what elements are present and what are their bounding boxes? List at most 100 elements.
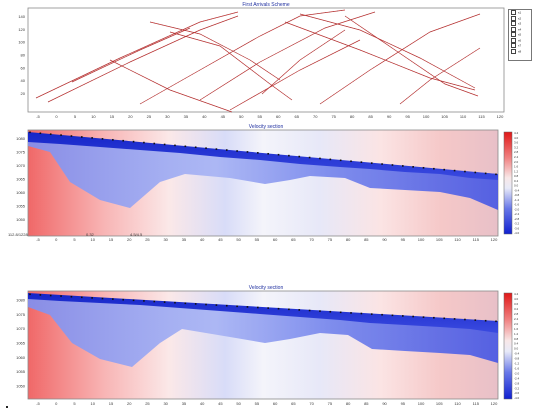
x-tick-label: 90 (382, 401, 387, 406)
station-marker (101, 138, 104, 140)
colorbar-labels: 4.44.03.63.22.82.42.01.61.20.80.40.0-0.4… (514, 131, 520, 235)
x-tick-label: 85 (364, 237, 369, 242)
x-tick-label: 20 (127, 401, 132, 406)
colorbar-label: 0.8 (514, 337, 519, 341)
x-tick-label: 55 (255, 237, 260, 242)
travel-time-picks (229, 39, 361, 111)
legend-item[interactable]: s7 (509, 43, 531, 49)
station-marker (132, 299, 135, 302)
travel-time-picks (35, 11, 239, 99)
x-tick-label: 75 (328, 237, 333, 242)
colorbar-labels: 4.44.03.63.22.82.42.01.61.20.80.40.0-0.4… (514, 292, 520, 400)
station-marker (339, 159, 342, 162)
x-tick-label: 70 (309, 237, 314, 242)
legend-item[interactable]: s4 (509, 26, 531, 33)
station-marker (225, 149, 228, 151)
y-tick-label: 1050 (16, 217, 26, 222)
status-extra: 4.5/4.5 (130, 232, 143, 237)
legend-box: s1 s2 s3 s4 s5 s6 s7 s8 (508, 9, 532, 61)
legend-item[interactable]: s1 (509, 10, 531, 16)
colorbar (503, 131, 513, 235)
chart-title: First Arrivals Scheme (242, 2, 289, 8)
legend-checkbox[interactable] (511, 26, 516, 32)
station-marker (257, 152, 259, 154)
surface-layer (28, 132, 498, 180)
station-marker (288, 308, 290, 311)
x-tick-label: 35 (184, 114, 189, 119)
station-marker (122, 298, 124, 301)
legend-item[interactable]: s6 (509, 37, 531, 44)
x-tick-label: 5 (73, 401, 76, 406)
y-tick-label: 20 (21, 91, 26, 96)
x-tick-label: 115 (478, 114, 485, 119)
legend-checkbox[interactable] (511, 48, 516, 54)
travel-time-picks (261, 29, 346, 95)
station-marker (91, 137, 93, 139)
colorbar-label: -3.6 (514, 391, 520, 395)
x-tick-label: 115 (473, 237, 480, 242)
x-tick-label: 20 (127, 237, 132, 242)
station-marker (433, 167, 435, 170)
station-marker (402, 315, 404, 317)
y-tick-label: 1065 (16, 341, 26, 346)
colorbar-label: -0.4 (514, 352, 520, 356)
x-tick-label: -5 (36, 237, 40, 242)
colorbar-label: -2.8 (514, 217, 520, 221)
y-tick-label: 1055 (16, 203, 26, 208)
station-marker (60, 134, 62, 136)
travel-time-chart: First Arrivals Scheme 14012010080604020 … (18, 2, 505, 119)
station-marker (236, 305, 238, 308)
x-tick-label: 15 (109, 237, 114, 242)
travel-time-curves (35, 9, 481, 113)
legend-checkbox[interactable] (511, 37, 516, 43)
legend-checkbox[interactable] (511, 32, 516, 37)
legend-checkbox[interactable] (511, 21, 516, 26)
station-marker (298, 155, 301, 158)
status-coords: 112.8/1228 (8, 232, 28, 237)
velocity-chart-2: Velocity section 10801075107010651060105… (16, 285, 520, 406)
station-marker (308, 309, 311, 312)
x-tick-label: 110 (460, 114, 467, 119)
legend-item[interactable]: s8 (509, 48, 531, 55)
station-marker (257, 306, 259, 309)
station-marker (288, 154, 290, 157)
station-marker (122, 139, 124, 142)
station-marker (370, 162, 373, 164)
station-marker (101, 297, 104, 300)
station-marker (391, 164, 394, 166)
x-tick-label: 80 (350, 114, 355, 119)
x-tick-label: 30 (165, 114, 170, 119)
legend-checkbox[interactable] (511, 43, 516, 48)
colorbar-label: 1.2 (514, 169, 519, 173)
x-tick-label: 10 (90, 237, 95, 242)
station-marker (143, 300, 145, 302)
station-marker (360, 161, 363, 163)
colorbar-label: 4.0 (514, 136, 519, 140)
colorbar-label: -1.6 (514, 366, 520, 370)
travel-time-curve (344, 15, 479, 97)
x-tick-label: 95 (401, 401, 406, 406)
legend-checkbox[interactable] (511, 15, 516, 21)
x-axis-ticks: -5 0 5 10 15 20 25 30 35 40 45 50 55 60 65 70 75 80 85 90 95… (36, 114, 504, 119)
station-marker (236, 150, 238, 152)
x-tick-label: 90 (382, 237, 387, 242)
colorbar-label: 3.2 (514, 145, 519, 149)
station-marker (464, 318, 466, 321)
y-tick-label: 140 (18, 14, 25, 19)
travel-time-curve (109, 59, 233, 113)
x-tick-label: 0 (55, 401, 58, 406)
y-tick-label: 1080 (16, 298, 26, 303)
x-tick-label: 30 (163, 237, 168, 242)
legend-item[interactable]: s5 (509, 32, 531, 38)
station-marker (163, 143, 166, 146)
x-tick-label: 40 (200, 237, 205, 242)
y-tick-label: 1060 (16, 355, 26, 360)
legend-item[interactable]: s3 (509, 21, 531, 27)
x-tick-label: 100 (423, 114, 430, 119)
y-tick-label: 60 (21, 65, 26, 70)
legend-item[interactable]: s2 (509, 15, 531, 22)
x-tick-label: 105 (436, 401, 443, 406)
legend-checkbox[interactable] (511, 10, 516, 15)
station-marker (360, 312, 363, 315)
y-tick-label: 1070 (16, 163, 26, 168)
